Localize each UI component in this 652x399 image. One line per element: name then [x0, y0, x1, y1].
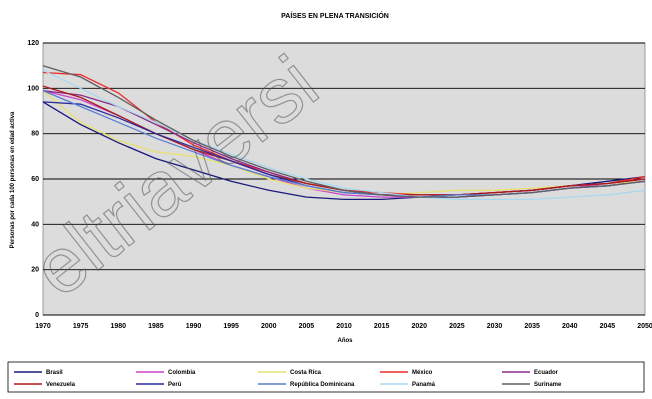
legend-label: Perú: [168, 382, 182, 388]
x-axis: 1970 1975 1980 1985 1990 1995 2000 2005 2010 2015…: [35, 323, 652, 330]
y-axis: 0 20 40 60 80 100 120: [27, 40, 39, 319]
x-tick-label: 2010: [336, 323, 352, 330]
x-tick-label: 2005: [299, 323, 315, 330]
legend-label: Ecuador: [534, 370, 559, 376]
y-tick-label: 20: [31, 267, 39, 274]
legend-label: Panamá: [412, 382, 436, 388]
x-tick-label: 2015: [374, 323, 390, 330]
y-tick-label: 0: [35, 312, 39, 319]
legend-box: [7, 361, 645, 393]
series-line: [42, 69, 646, 201]
legend-label: Suriname: [534, 382, 562, 388]
legend-label: República Dominicana: [290, 382, 355, 388]
x-tick-label: 2000: [261, 323, 277, 330]
legend-label: México: [412, 370, 433, 376]
series-line: [42, 65, 646, 198]
y-axis-title: Personas por cada 100 personas en edad a…: [10, 111, 16, 248]
legend: Brasil Colombia Costa Rica México Ecuador Ven…: [7, 361, 645, 393]
x-tick-label: 2025: [449, 323, 465, 330]
x-tick-label: 1995: [223, 323, 239, 330]
x-tick-label: 1980: [110, 323, 126, 330]
legend-label: Colombia: [168, 370, 196, 376]
y-tick-label: 40: [31, 221, 39, 228]
y-tick-label: 100: [27, 85, 39, 92]
series-lines: [42, 65, 646, 201]
x-tick-label: 2030: [487, 323, 503, 330]
x-tick-label: 1985: [148, 323, 164, 330]
y-tick-label: 80: [31, 131, 39, 138]
x-tick-label: 1970: [35, 323, 51, 330]
legend-label: Venezuela: [46, 382, 76, 388]
x-tick-label: 2050: [637, 323, 652, 330]
x-tick-label: 2035: [524, 323, 540, 330]
x-tick-label: 2045: [600, 323, 616, 330]
x-tick-label: 1990: [186, 323, 202, 330]
y-tick-label: 120: [27, 40, 39, 47]
x-tick-label: 1975: [73, 323, 89, 330]
x-tick-label: 2040: [562, 323, 578, 330]
legend-label: Brasil: [46, 370, 63, 376]
y-tick-label: 60: [31, 176, 39, 183]
chart-title: PAÍSES EN PLENA TRANSICIÓN: [281, 11, 389, 20]
x-tick-label: 2020: [411, 323, 427, 330]
x-axis-title: Años: [338, 338, 354, 344]
legend-label: Costa Rica: [290, 370, 322, 376]
plot-area: [42, 42, 646, 316]
